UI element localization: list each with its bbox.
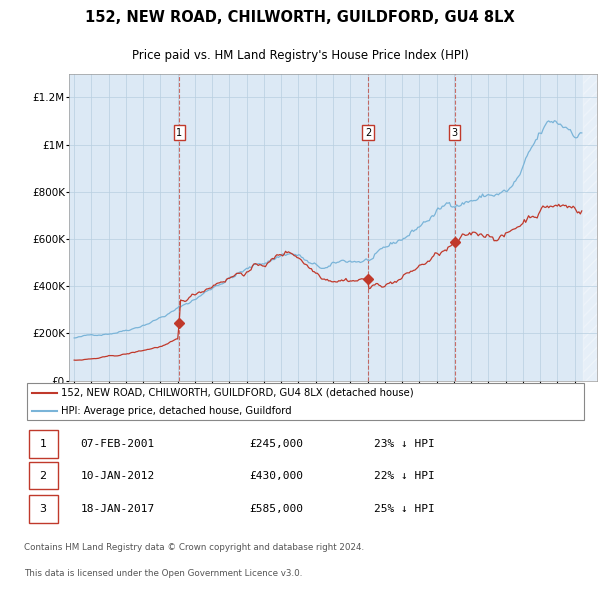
Text: 10-JAN-2012: 10-JAN-2012	[80, 471, 155, 480]
Text: 2: 2	[40, 471, 47, 480]
Text: 2: 2	[365, 128, 371, 137]
Text: 22% ↓ HPI: 22% ↓ HPI	[374, 471, 434, 480]
Bar	[583, 74, 597, 381]
Text: 18-JAN-2017: 18-JAN-2017	[80, 504, 155, 514]
Text: 25% ↓ HPI: 25% ↓ HPI	[374, 504, 434, 514]
Text: 3: 3	[452, 128, 458, 137]
FancyBboxPatch shape	[29, 462, 58, 489]
FancyBboxPatch shape	[29, 496, 58, 523]
Text: 152, NEW ROAD, CHILWORTH, GUILDFORD, GU4 8LX: 152, NEW ROAD, CHILWORTH, GUILDFORD, GU4…	[85, 10, 515, 25]
Text: 1: 1	[176, 128, 182, 137]
Text: 3: 3	[40, 504, 47, 514]
Text: 07-FEB-2001: 07-FEB-2001	[80, 439, 155, 449]
Text: Contains HM Land Registry data © Crown copyright and database right 2024.: Contains HM Land Registry data © Crown c…	[24, 543, 364, 552]
Text: 152, NEW ROAD, CHILWORTH, GUILDFORD, GU4 8LX (detached house): 152, NEW ROAD, CHILWORTH, GUILDFORD, GU4…	[61, 388, 413, 398]
Text: £585,000: £585,000	[250, 504, 304, 514]
Text: £245,000: £245,000	[250, 439, 304, 449]
Text: 1: 1	[40, 439, 47, 449]
Text: HPI: Average price, detached house, Guildford: HPI: Average price, detached house, Guil…	[61, 406, 291, 416]
Text: £430,000: £430,000	[250, 471, 304, 480]
FancyBboxPatch shape	[27, 384, 584, 420]
Text: 23% ↓ HPI: 23% ↓ HPI	[374, 439, 434, 449]
FancyBboxPatch shape	[29, 430, 58, 458]
Text: This data is licensed under the Open Government Licence v3.0.: This data is licensed under the Open Gov…	[24, 569, 302, 578]
Text: Price paid vs. HM Land Registry's House Price Index (HPI): Price paid vs. HM Land Registry's House …	[131, 49, 469, 62]
